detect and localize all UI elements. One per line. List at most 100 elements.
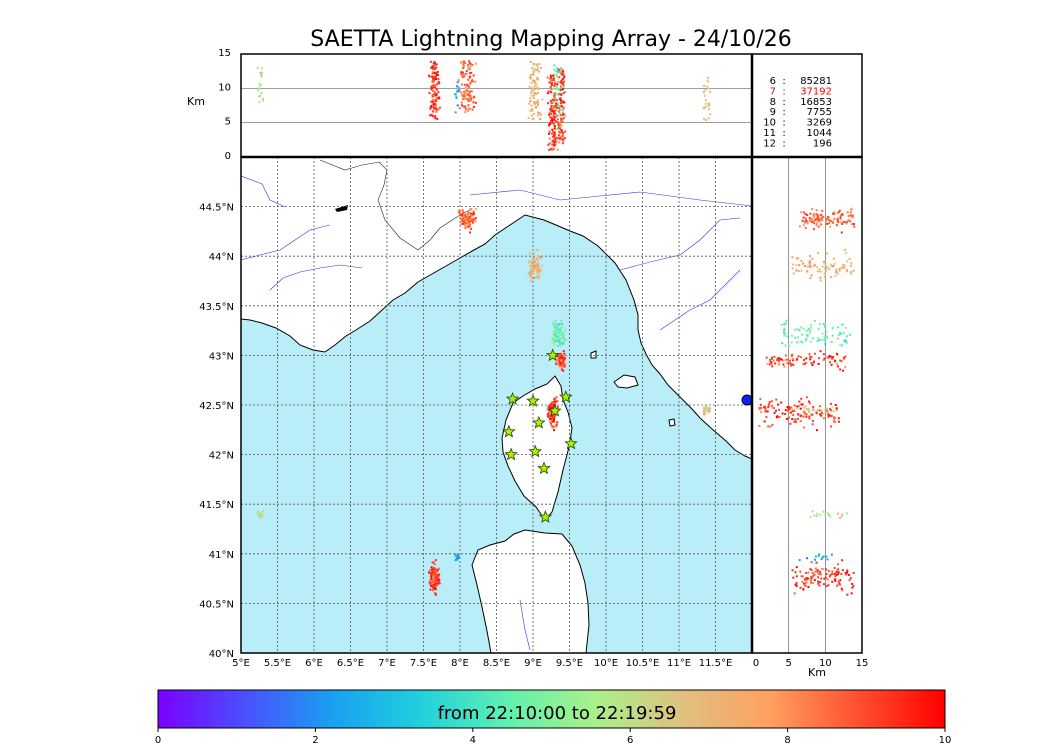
lightning-source-altitude-side [816,569,819,572]
lightning-source-altitude-side [797,270,800,273]
lightning-source-altitude-top [555,102,558,105]
lightning-source-altitude-top [464,72,467,75]
colorbar-ticks: 0 2 4 6 8 10 [155,728,951,746]
lightning-source-altitude-top [259,83,262,86]
lightning-source-altitude-top [433,78,436,81]
lightning-source-altitude-top [562,132,565,135]
lightning-source [430,566,433,569]
lightning-source-altitude-side [764,410,767,413]
lightning-source-altitude-top [531,109,534,112]
lightning-source-altitude-side [791,256,794,259]
lightning-source-altitude-side [810,575,813,578]
lightning-source-altitude-side [786,406,789,409]
lightning-source-altitude-top [531,87,534,90]
lightning-source-altitude-side [790,407,793,410]
lightning-source [462,213,465,216]
lightning-source-altitude-side [844,355,847,358]
lightning-source [468,225,471,228]
lightning-source-altitude-top [438,106,441,109]
lightning-source-altitude-side [826,216,829,219]
lightning-source-altitude-top [552,130,555,133]
lightning-source [469,225,472,228]
lightning-source-altitude-top [564,130,567,133]
lightning-source-altitude-side [809,330,812,333]
lightning-source [561,337,564,340]
lightning-source-altitude-side [790,363,793,366]
lightning-source-altitude-top [558,127,561,130]
lightning-source [434,592,437,595]
lightning-source-altitude-side [850,272,853,275]
lightning-source-altitude-top [469,95,472,98]
lightning-source-altitude-side [785,417,788,420]
lightning-source-altitude-top [551,101,554,104]
lightning-source-altitude-top [553,106,556,109]
lightning-source-altitude-top [555,73,558,76]
lightning-source-altitude-side [810,356,813,359]
lightning-source-altitude-top [259,94,262,97]
lightning-source-altitude-top [456,90,459,93]
lightning-source-altitude-side [793,404,796,407]
lightning-source-altitude-side [848,579,851,582]
lightning-source-altitude-side [819,350,822,353]
lightning-source-altitude-top [554,96,557,99]
lightning-source-altitude-top [556,75,559,78]
lightning-source-altitude-side [803,413,806,416]
lightning-source-altitude-side [836,337,839,340]
lightning-source-altitude-top [530,114,533,117]
lightning-source-altitude-side [844,339,847,342]
lightning-source [431,568,434,571]
lightning-source-altitude-top [551,140,554,143]
lightning-source [560,326,563,329]
lightning-source-altitude-side [798,263,801,266]
lightning-source-altitude-side [797,417,800,420]
lightning-source-altitude-side [833,578,836,581]
lightning-source-altitude-side [783,327,786,330]
lightning-source [537,255,540,258]
lightning-source-altitude-side [833,217,836,220]
lightning-source [454,553,457,556]
lightning-source-altitude-side [791,267,794,270]
lightning-source-altitude-side [802,426,805,429]
lightning-source-altitude-top [538,62,541,65]
lightning-source [460,217,463,220]
lightning-source-altitude-side [769,358,772,361]
lightning-source [256,512,259,515]
lightning-source [262,514,265,517]
lightning-source [558,357,561,360]
lightning-source-altitude-top [434,86,437,89]
lightning-source-altitude-side [791,353,794,356]
lightning-source-altitude-side [804,412,807,415]
lightning-source-altitude-side [825,217,828,220]
lightning-source [527,272,530,275]
lightning-source-altitude-side [845,251,848,254]
lightning-source-altitude-top [533,97,536,100]
lightning-source-altitude-top [430,66,433,69]
lightning-source-altitude-side [831,406,834,409]
lightning-source-altitude-side [838,269,841,272]
lightning-source-altitude-side [826,266,829,269]
lightning-source-altitude-side [795,585,798,588]
lightning-source-altitude-side [830,264,833,267]
lightning-source-altitude-top [548,113,551,116]
lightning-source-altitude-top [529,75,532,78]
lightning-source-altitude-side [837,563,840,566]
lightning-source-altitude-side [841,344,844,347]
lightning-source-altitude-top [535,69,538,72]
lightning-source-altitude-top [556,124,559,127]
lightning-source [532,257,535,260]
lightning-source-altitude-top [435,104,438,107]
lightning-source-altitude-side [819,573,822,576]
lightning-source-altitude-side [819,223,822,226]
lightning-source-altitude-top [554,120,557,123]
lightning-source-altitude-side [815,429,818,432]
lightning-source-altitude-top [707,87,710,90]
lightning-source-altitude-top [433,67,436,70]
lightning-source [465,215,468,218]
lightning-source [464,223,467,226]
lightning-source-altitude-side [822,510,825,513]
lightning-source-altitude-top [464,111,467,114]
lightning-source-altitude-top [560,86,563,89]
map-ytick-label: 43°N [209,351,234,362]
lightning-source [259,514,262,517]
lightning-source [707,410,710,413]
